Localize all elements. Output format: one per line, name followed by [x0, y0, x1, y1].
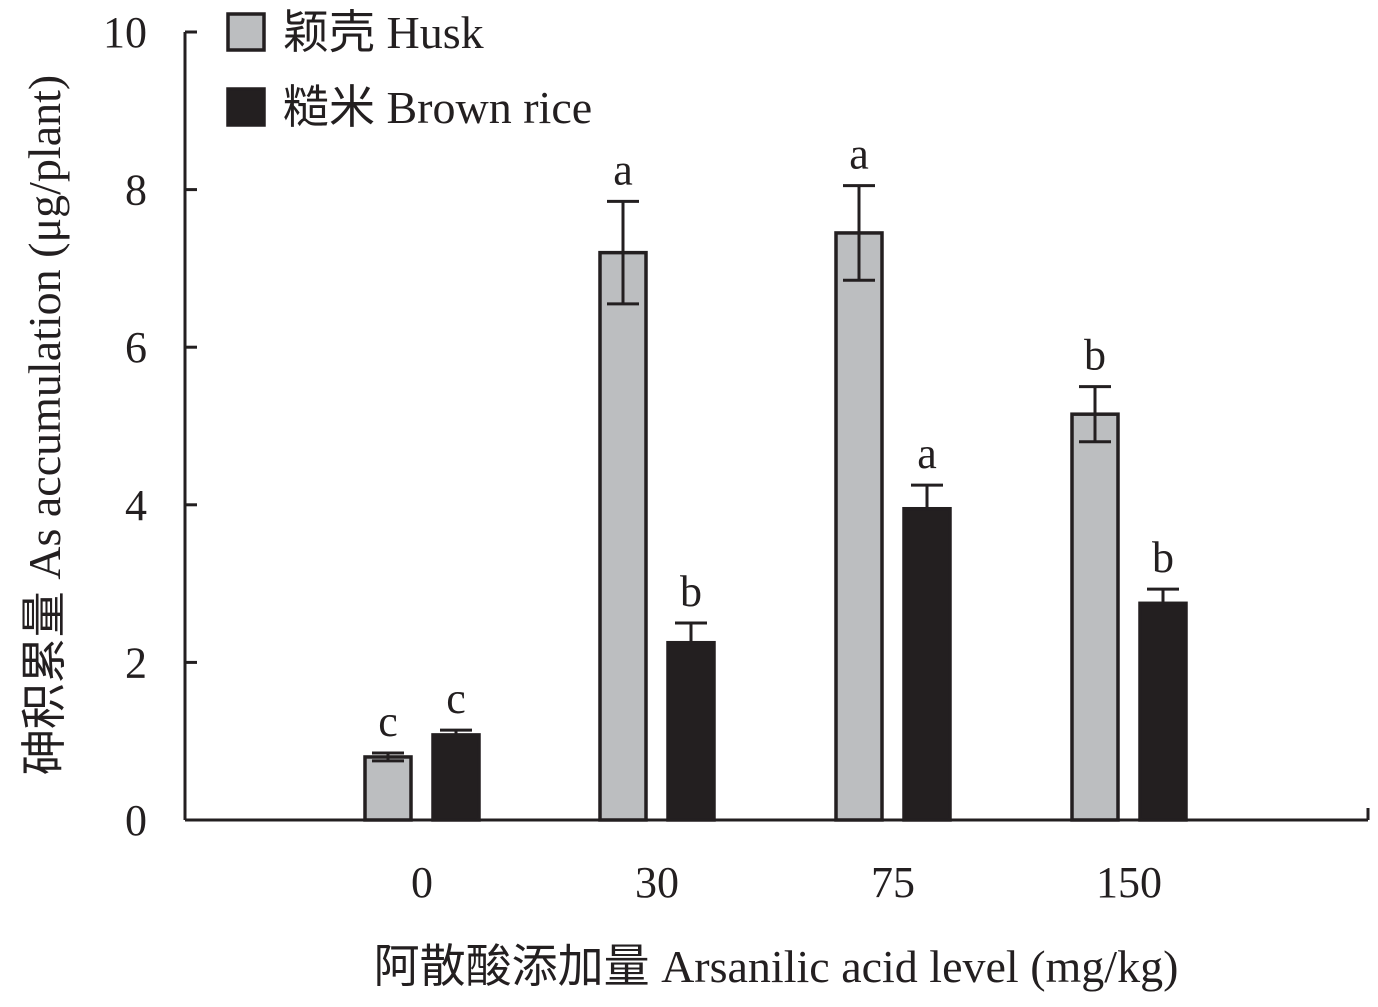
significance-label: c: [378, 697, 398, 746]
y-tick-label: 4: [125, 481, 147, 530]
x-tick-label: 150: [1096, 858, 1162, 907]
bars: c a a b c b a b: [363, 130, 1188, 822]
x-axis-title: 阿散酸添加量 Arsanilic acid level (mg/kg): [374, 941, 1179, 992]
legend-swatch: [226, 12, 266, 52]
bar: [598, 250, 648, 822]
x-tick-label: 75: [871, 858, 915, 907]
bar: [902, 506, 952, 822]
legend-swatch: [226, 87, 266, 127]
significance-label: a: [917, 429, 937, 478]
x-tick-label: 30: [635, 858, 679, 907]
legend-label: 糙米 Brown rice: [283, 82, 592, 133]
y-tick-label: 0: [125, 796, 147, 845]
bar: [666, 640, 716, 822]
bar: [363, 755, 413, 822]
bar: [834, 231, 884, 822]
significance-label: b: [680, 567, 702, 616]
y-axis-title: 砷积累量 As accumulation (μg/plant): [19, 75, 70, 775]
y-tick-label: 8: [125, 166, 147, 215]
bar: [1138, 601, 1188, 822]
bar: [1070, 412, 1120, 822]
y-tick-label: 2: [125, 638, 147, 687]
x-axis: 0 30 75 150: [185, 808, 1370, 907]
y-tick-label: 10: [103, 8, 147, 57]
legend-label: 颖壳 Husk: [283, 7, 484, 58]
significance-label: a: [613, 145, 633, 194]
x-tick-label: 0: [411, 858, 433, 907]
significance-label: b: [1084, 331, 1106, 380]
bar: [431, 733, 481, 822]
significance-label: c: [446, 674, 466, 723]
significance-label: a: [849, 130, 869, 179]
y-axis: 0 2 4 6 8 10: [103, 8, 197, 845]
legend: 颖壳 Husk 糙米 Brown rice: [226, 7, 592, 133]
significance-label: b: [1152, 533, 1174, 582]
y-tick-label: 6: [125, 323, 147, 372]
